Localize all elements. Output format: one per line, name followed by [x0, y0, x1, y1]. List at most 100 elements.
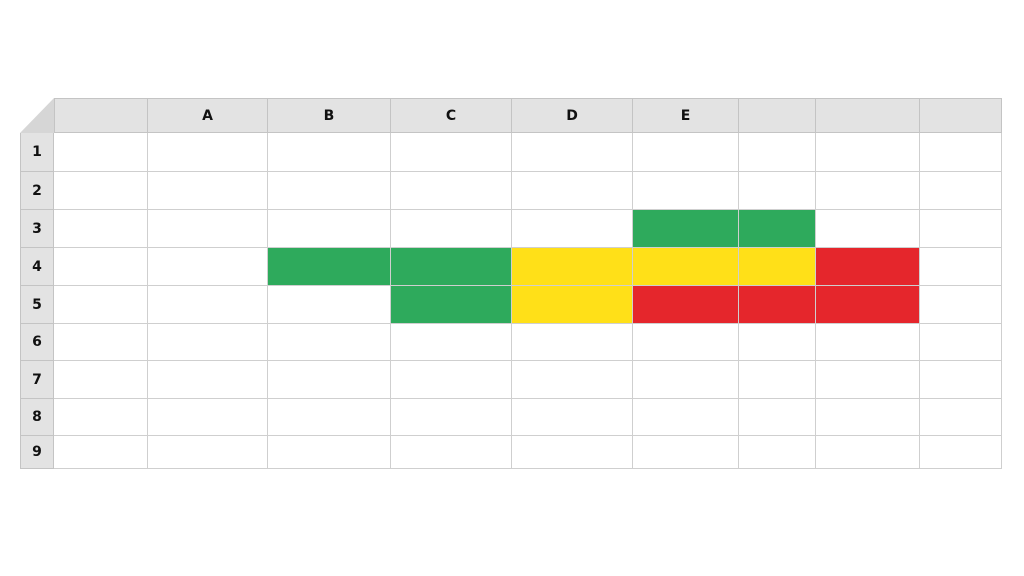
grid-cell[interactable] — [54, 361, 148, 399]
row-header[interactable]: 5 — [20, 286, 54, 324]
grid-cell[interactable] — [148, 172, 268, 210]
grid-cell[interactable] — [512, 324, 633, 361]
grid-cell[interactable] — [148, 286, 268, 324]
filled-cell[interactable] — [816, 286, 920, 324]
grid-cell[interactable] — [633, 436, 739, 469]
grid-cell[interactable] — [268, 324, 391, 361]
row-header[interactable]: 4 — [20, 248, 54, 286]
grid-cell[interactable] — [816, 172, 920, 210]
grid-cell[interactable] — [816, 436, 920, 469]
grid-cell[interactable] — [739, 361, 816, 399]
grid-cell[interactable] — [920, 361, 1002, 399]
filled-cell[interactable] — [739, 248, 816, 286]
grid-cell[interactable] — [148, 324, 268, 361]
grid-cell[interactable] — [512, 172, 633, 210]
filled-cell[interactable] — [633, 210, 739, 248]
grid-cell[interactable] — [816, 399, 920, 436]
column-header[interactable]: B — [268, 98, 391, 133]
grid-cell[interactable] — [920, 324, 1002, 361]
grid-cell[interactable] — [268, 210, 391, 248]
grid-cell[interactable] — [920, 286, 1002, 324]
grid-cell[interactable] — [816, 133, 920, 172]
row-header[interactable]: 7 — [20, 361, 54, 399]
grid-cell[interactable] — [268, 286, 391, 324]
filled-cell[interactable] — [391, 286, 512, 324]
grid-cell[interactable] — [268, 361, 391, 399]
grid-cell[interactable] — [268, 172, 391, 210]
grid-cell[interactable] — [148, 210, 268, 248]
column-header[interactable]: D — [512, 98, 633, 133]
grid-cell[interactable] — [816, 324, 920, 361]
filled-cell[interactable] — [633, 248, 739, 286]
grid-cell[interactable] — [54, 248, 148, 286]
grid-cell[interactable] — [816, 210, 920, 248]
row-header[interactable]: 2 — [20, 172, 54, 210]
filled-cell[interactable] — [739, 210, 816, 248]
column-header[interactable] — [816, 98, 920, 133]
grid-cell[interactable] — [920, 172, 1002, 210]
row-header[interactable]: 6 — [20, 324, 54, 361]
grid-cell[interactable] — [54, 210, 148, 248]
grid-cell[interactable] — [148, 133, 268, 172]
filled-cell[interactable] — [268, 248, 391, 286]
grid-cell[interactable] — [391, 172, 512, 210]
grid-cell[interactable] — [512, 399, 633, 436]
grid-cell[interactable] — [739, 324, 816, 361]
row-header[interactable]: 1 — [20, 133, 54, 172]
grid-cell[interactable] — [633, 172, 739, 210]
grid-cell[interactable] — [816, 361, 920, 399]
grid-cell[interactable] — [54, 324, 148, 361]
select-all-corner[interactable] — [20, 98, 54, 133]
row-header[interactable]: 8 — [20, 399, 54, 436]
grid-cell[interactable] — [633, 324, 739, 361]
grid-cell[interactable] — [920, 399, 1002, 436]
grid-cell[interactable] — [739, 172, 816, 210]
grid-cell[interactable] — [391, 436, 512, 469]
grid-cell[interactable] — [512, 210, 633, 248]
filled-cell[interactable] — [816, 248, 920, 286]
grid-cell[interactable] — [739, 436, 816, 469]
grid-cell[interactable] — [391, 361, 512, 399]
filled-cell[interactable] — [512, 286, 633, 324]
grid-cell[interactable] — [148, 399, 268, 436]
grid-cell[interactable] — [920, 436, 1002, 469]
grid-cell[interactable] — [512, 133, 633, 172]
row-header[interactable]: 3 — [20, 210, 54, 248]
column-header[interactable] — [739, 98, 816, 133]
filled-cell[interactable] — [391, 248, 512, 286]
column-header[interactable] — [920, 98, 1002, 133]
filled-cell[interactable] — [512, 248, 633, 286]
grid-cell[interactable] — [148, 361, 268, 399]
column-header[interactable]: E — [633, 98, 739, 133]
grid-cell[interactable] — [739, 399, 816, 436]
grid-cell[interactable] — [54, 399, 148, 436]
filled-cell[interactable] — [739, 286, 816, 324]
column-header[interactable]: A — [148, 98, 268, 133]
grid-cell[interactable] — [633, 399, 739, 436]
grid-cell[interactable] — [391, 324, 512, 361]
grid-cell[interactable] — [920, 248, 1002, 286]
grid-cell[interactable] — [268, 436, 391, 469]
grid-cell[interactable] — [148, 248, 268, 286]
grid-cell[interactable] — [54, 286, 148, 324]
column-header[interactable] — [54, 98, 148, 133]
grid-cell[interactable] — [268, 399, 391, 436]
row-header[interactable]: 9 — [20, 436, 54, 469]
grid-cell[interactable] — [512, 361, 633, 399]
grid-cell[interactable] — [54, 133, 148, 172]
grid-cell[interactable] — [920, 210, 1002, 248]
grid-cell[interactable] — [512, 436, 633, 469]
grid-cell[interactable] — [54, 436, 148, 469]
grid-cell[interactable] — [633, 361, 739, 399]
grid-cell[interactable] — [633, 133, 739, 172]
grid-cell[interactable] — [148, 436, 268, 469]
grid-cell[interactable] — [739, 133, 816, 172]
filled-cell[interactable] — [633, 286, 739, 324]
grid-cell[interactable] — [54, 172, 148, 210]
column-header[interactable]: C — [391, 98, 512, 133]
grid-cell[interactable] — [391, 210, 512, 248]
grid-cell[interactable] — [920, 133, 1002, 172]
grid-cell[interactable] — [268, 133, 391, 172]
grid-cell[interactable] — [391, 133, 512, 172]
grid-cell[interactable] — [391, 399, 512, 436]
